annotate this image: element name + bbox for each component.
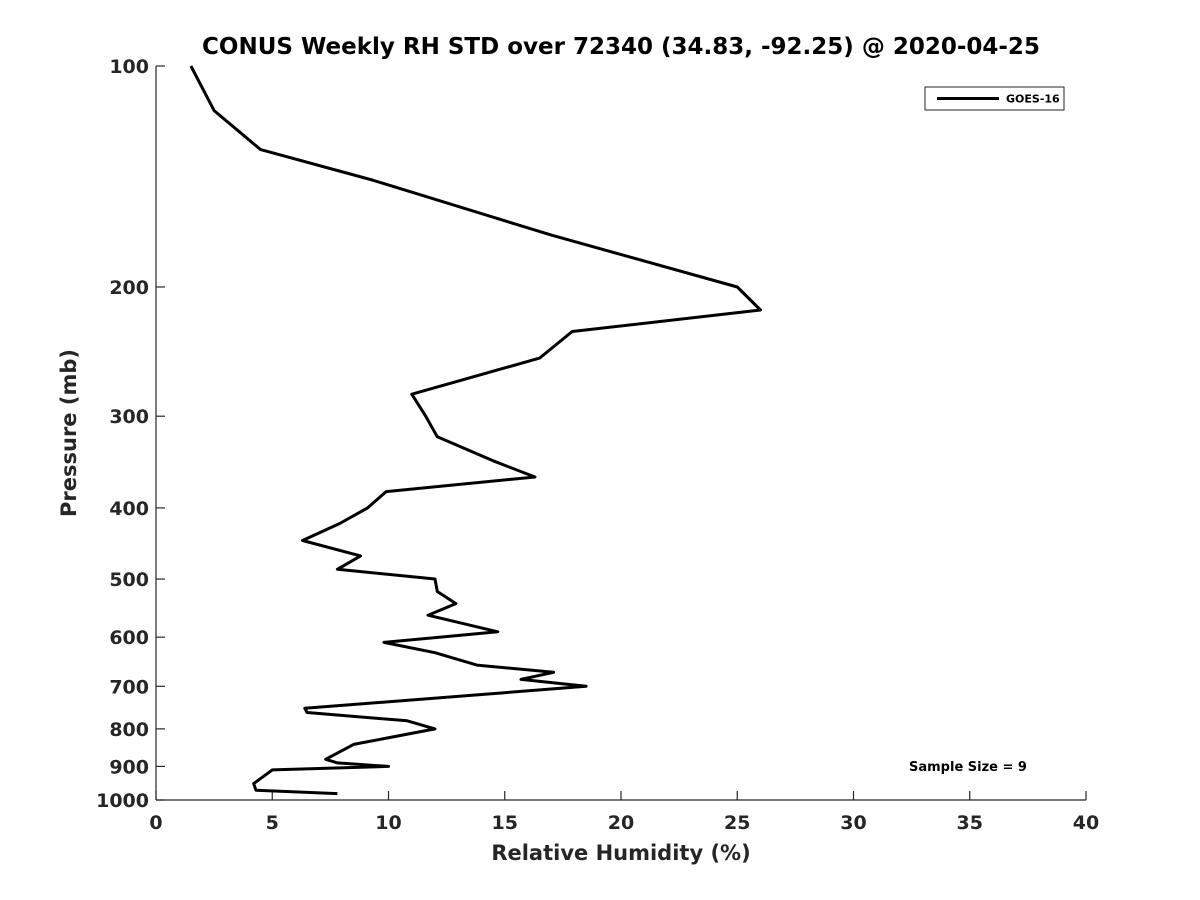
x-tick-label: 25 bbox=[724, 812, 750, 834]
y-axis-label: Pressure (mb) bbox=[57, 349, 81, 517]
legend: GOES-16 bbox=[924, 86, 1065, 111]
y-tick-label: 400 bbox=[109, 498, 149, 520]
x-tick-label: 15 bbox=[492, 812, 518, 834]
x-tick-label: 20 bbox=[608, 812, 634, 834]
legend-label-goes-16: GOES-16 bbox=[1006, 93, 1060, 106]
y-tick-label: 200 bbox=[109, 277, 149, 299]
y-ticks: 100 200 300 400 500 600 700 800 900 1000 bbox=[96, 56, 165, 812]
x-ticks: 0 5 10 15 20 25 30 35 40 bbox=[149, 791, 1099, 834]
chart-title: CONUS Weekly RH STD over 72340 (34.83, -… bbox=[202, 34, 1040, 60]
x-tick-label: 30 bbox=[840, 812, 866, 834]
y-tick-label: 900 bbox=[109, 756, 149, 778]
sample-size-annotation: Sample Size = 9 bbox=[909, 760, 1027, 775]
series-group bbox=[189, 65, 762, 796]
y-tick-label: 100 bbox=[109, 56, 149, 78]
series-line-goes-16 bbox=[189, 65, 762, 796]
y-tick-label: 1000 bbox=[96, 790, 149, 812]
x-tick-label: 40 bbox=[1073, 812, 1099, 834]
axes bbox=[155, 66, 1086, 801]
y-tick-label: 800 bbox=[109, 719, 149, 741]
x-tick-label: 35 bbox=[957, 812, 983, 834]
x-tick-label: 0 bbox=[149, 812, 162, 834]
y-tick-label: 500 bbox=[109, 569, 149, 591]
x-tick-label: 10 bbox=[375, 812, 401, 834]
x-tick-label: 5 bbox=[266, 812, 279, 834]
y-tick-label: 600 bbox=[109, 627, 149, 649]
y-tick-label: 300 bbox=[109, 406, 149, 428]
y-tick-label: 700 bbox=[109, 676, 149, 698]
x-axis-label: Relative Humidity (%) bbox=[491, 841, 750, 865]
